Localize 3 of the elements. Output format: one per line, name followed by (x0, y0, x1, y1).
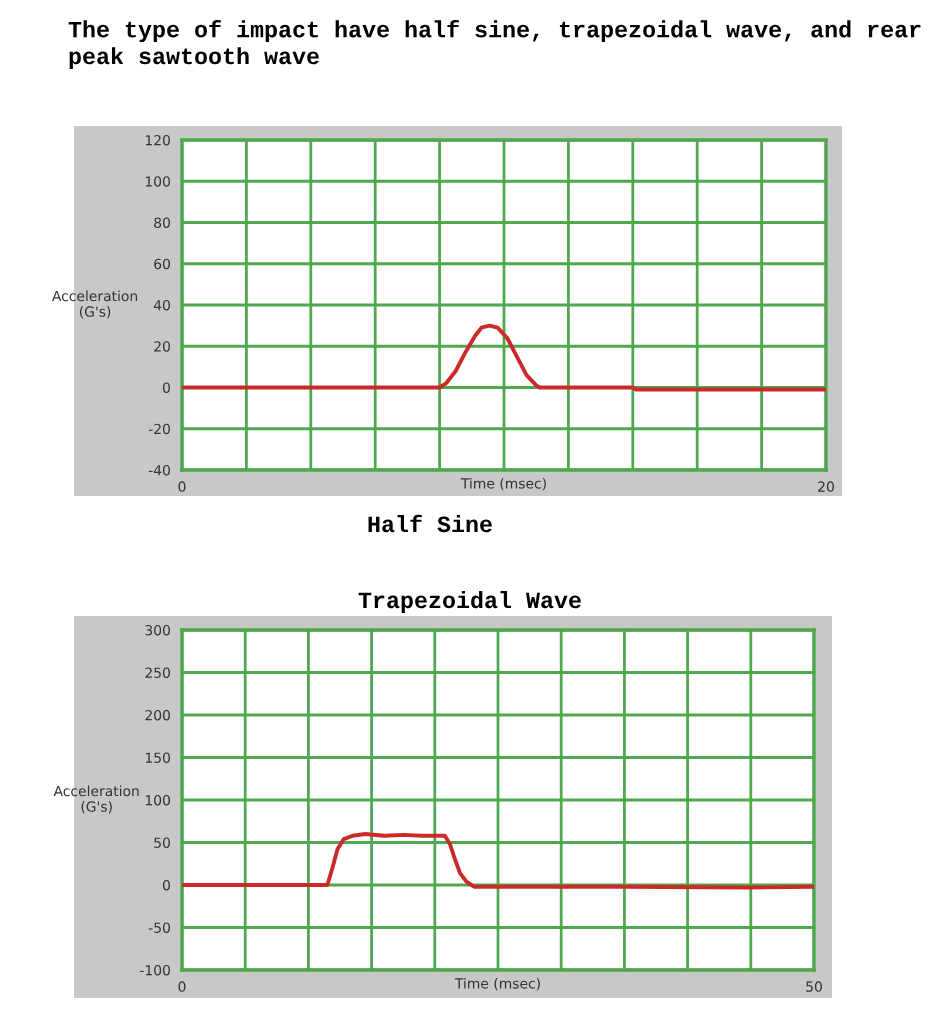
text: Half Sine (368, 514, 492, 533)
chart-title: The type of impact have half sine, trapezoidal wave, and rear peak sawtooth wave (68, 20, 921, 69)
chart-title: Trapezoidal Wave (358, 591, 581, 613)
